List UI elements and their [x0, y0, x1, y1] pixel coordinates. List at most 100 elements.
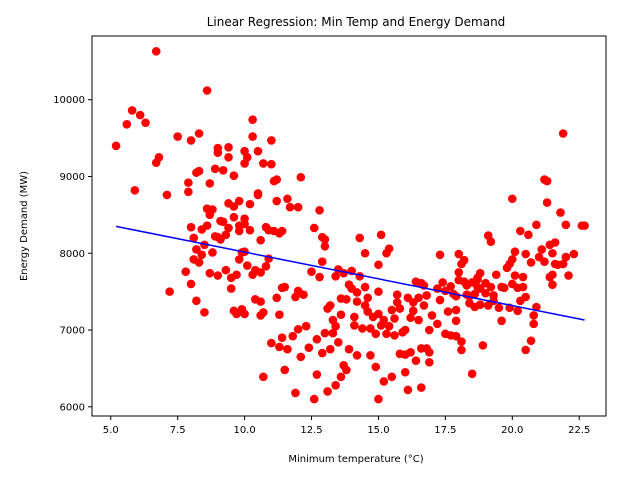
data-point: [331, 321, 340, 331]
regression-line: [115, 225, 585, 321]
data-point: [293, 324, 303, 334]
data-point: [513, 306, 522, 316]
data-point: [433, 319, 442, 329]
data-point: [558, 259, 568, 269]
data-point: [443, 307, 453, 316]
data-point: [283, 344, 292, 354]
data-point: [240, 309, 249, 319]
data-point: [516, 226, 525, 236]
data-point: [390, 331, 399, 340]
data-point: [248, 132, 257, 141]
data-point: [151, 47, 161, 56]
y-axis-label: Energy Demand (MW): [19, 171, 30, 281]
x-tick-label: 17.5: [434, 425, 456, 436]
data-point: [390, 314, 399, 323]
data-point: [234, 196, 244, 206]
x-tick-label: 15.0: [367, 425, 389, 436]
data-point: [387, 305, 397, 315]
data-point: [400, 325, 410, 335]
data-point: [288, 331, 298, 341]
data-point: [242, 261, 252, 270]
data-point: [529, 311, 539, 320]
data-point: [521, 249, 530, 259]
data-point: [240, 219, 249, 229]
data-point: [360, 248, 370, 258]
data-point: [366, 351, 375, 360]
data-point: [392, 290, 402, 300]
data-point: [111, 141, 121, 151]
data-point: [561, 220, 571, 230]
data-point: [508, 194, 517, 204]
data-point: [272, 175, 282, 184]
data-point: [384, 244, 394, 253]
data-point: [457, 337, 466, 346]
data-point: [414, 315, 423, 325]
data-point: [342, 365, 351, 375]
data-point: [564, 271, 573, 280]
data-point: [548, 280, 557, 290]
data-point: [451, 305, 461, 315]
data-point: [280, 282, 290, 292]
data-point: [186, 279, 196, 289]
data-point: [454, 249, 464, 259]
data-point: [296, 172, 306, 182]
x-tick-label: 12.5: [300, 425, 322, 436]
data-point: [267, 338, 276, 348]
data-point: [213, 148, 223, 157]
data-point: [425, 325, 434, 335]
data-point: [299, 290, 308, 300]
data-point: [184, 178, 193, 187]
data-point: [197, 250, 207, 260]
data-point: [256, 235, 265, 245]
data-point: [154, 152, 164, 162]
data-point: [408, 306, 418, 316]
data-point: [374, 394, 383, 404]
data-point: [208, 205, 217, 214]
data-point: [336, 372, 346, 382]
data-point: [414, 293, 423, 303]
axes-layer: 5.0 7.5 10.0 12.5 15.0 17.5 20.0 22.5 6000 7000 80…: [53, 35, 607, 436]
data-point: [374, 287, 383, 296]
data-point: [309, 223, 319, 233]
data-point: [312, 334, 322, 344]
data-point: [122, 119, 132, 129]
data-point: [224, 223, 233, 233]
data-point: [374, 309, 383, 319]
data-point: [540, 257, 549, 266]
data-point: [226, 284, 236, 293]
data-point: [395, 304, 405, 313]
data-point: [467, 369, 477, 379]
data-point: [224, 152, 233, 162]
data-point: [427, 311, 437, 320]
data-point: [253, 190, 263, 200]
data-point: [494, 303, 504, 313]
data-point: [400, 367, 410, 377]
data-point: [317, 348, 327, 358]
data-point: [205, 268, 215, 278]
x-tick-label: 20.0: [501, 425, 523, 436]
data-point: [518, 282, 528, 292]
data-point: [232, 270, 241, 280]
data-point: [451, 316, 461, 326]
data-point: [218, 166, 228, 175]
data-point: [457, 345, 466, 355]
data-point: [478, 341, 488, 350]
data-point: [459, 255, 469, 265]
data-point: [245, 225, 255, 235]
data-point: [283, 194, 292, 204]
data-point: [272, 293, 282, 303]
data-point: [529, 319, 539, 329]
data-point: [499, 283, 509, 293]
data-point: [248, 115, 257, 124]
data-point: [532, 220, 541, 230]
data-point: [561, 252, 571, 262]
data-point: [524, 230, 533, 240]
data-point: [312, 370, 322, 379]
data-point: [320, 235, 330, 244]
data-point: [475, 268, 485, 278]
data-point: [315, 205, 324, 215]
data-point: [320, 328, 330, 338]
data-point: [537, 245, 547, 254]
data-point: [558, 129, 568, 138]
data-point: [336, 310, 346, 319]
